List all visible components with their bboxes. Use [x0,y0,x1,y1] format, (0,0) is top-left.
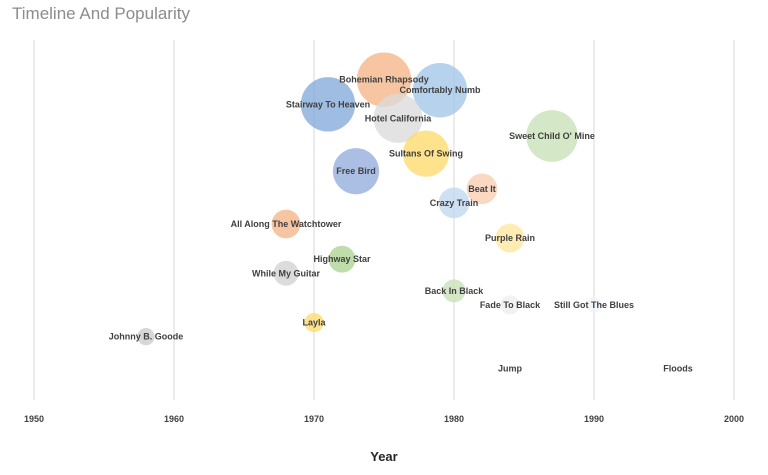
bubble-sweet-child-o-mine [526,110,578,162]
label-back-in-black: Back In Black [425,286,485,296]
label-sultans-of-swing: Sultans Of Swing [389,149,463,159]
bubble-hotel-california [373,93,423,143]
label-hotel-california: Hotel California [365,113,433,123]
label-sweet-child-o-mine: Sweet Child O' Mine [509,131,595,141]
bubble-crazy-train [438,187,470,219]
bubble-beat-it [466,173,498,205]
x-tick-label: 1980 [444,414,464,424]
x-tick-label: 1950 [24,414,44,424]
x-tick-label: 1990 [584,414,604,424]
bubble-free-bird [332,148,380,195]
label-beat-it: Beat It [468,184,496,194]
bubble-all-along-the-watchtower [271,209,301,239]
bubble-comfortably-numb [412,63,468,118]
bubble-stairway-to-heaven [300,77,356,132]
label-purple-rain: Purple Rain [485,233,535,243]
label-johnny-b-goode: Johnny B. Goode [109,332,184,342]
label-still-got-the-blues: Still Got The Blues [554,300,634,310]
label-all-along-the-watchtower: All Along The Watchtower [231,219,342,229]
bubble-sultans-of-swing [402,130,450,177]
label-floods: Floods [663,363,693,373]
bubble-fade-to-black [500,295,520,315]
x-tick-label: 2000 [724,414,744,424]
x-tick-label: 1970 [304,414,324,424]
label-stairway-to-heaven: Stairway To Heaven [286,99,370,109]
x-axis-ticks: 1950 1960 1970 1980 1990 2000 [24,414,744,424]
label-while-my-guitar: While My Guitar [252,268,321,278]
bubble-still-got-the-blues [586,297,602,313]
label-jump: Jump [498,363,523,373]
gridlines [33,40,735,400]
label-fade-to-black: Fade To Black [480,300,541,310]
label-bohemian-rhapsody: Bohemian Rhapsody [339,75,429,85]
chart-title: Timeline And Popularity [12,4,190,23]
label-crazy-train: Crazy Train [430,198,479,208]
bubble-back-in-black [442,279,466,303]
bubbles [137,52,602,346]
bubble-purple-rain [495,223,525,253]
label-comfortably-numb: Comfortably Numb [400,85,482,95]
label-layla: Layla [302,318,326,328]
bubble-bohemian-rhapsody [356,52,412,107]
bubble-while-my-guitar [273,260,299,286]
label-free-bird: Free Bird [336,166,376,176]
label-highway-star: Highway Star [313,254,371,264]
bubble-layla [304,312,324,333]
x-tick-label: 1960 [164,414,184,424]
bubble-highway-star [328,245,356,273]
bubble-johnny-b-goode [137,328,155,346]
x-axis-title: Year [370,449,397,464]
